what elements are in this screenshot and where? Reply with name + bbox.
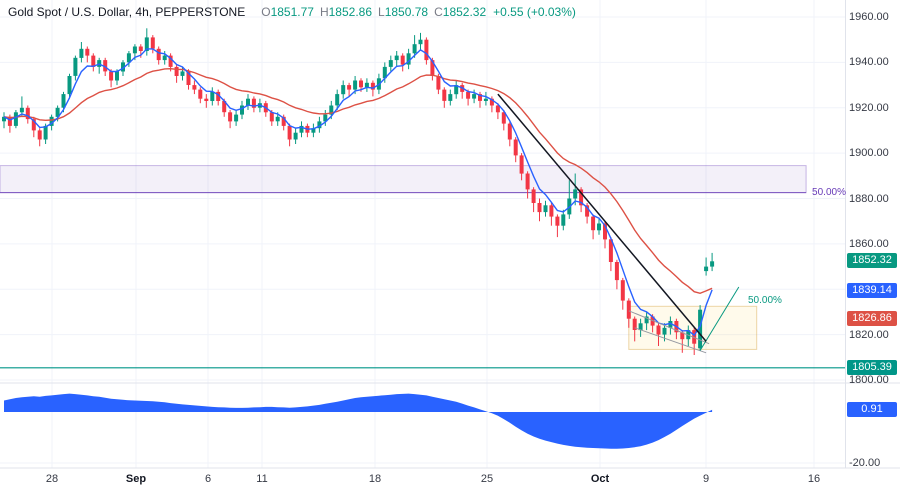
chart-legend: Gold Spot / U.S. Dollar, 4h, PEPPERSTONE… <box>8 5 576 19</box>
high-label: H <box>319 5 329 19</box>
symbol-title[interactable]: Gold Spot / U.S. Dollar, 4h, PEPPERSTONE <box>8 5 246 19</box>
high-value: 1852.86 <box>328 5 373 19</box>
low-value: 1850.78 <box>384 5 429 19</box>
change-value: +0.55 (+0.03%) <box>493 5 576 19</box>
open-label: O <box>261 5 271 19</box>
time-axis[interactable] <box>0 468 900 488</box>
low-label: L <box>378 5 385 19</box>
close-value: 1852.32 <box>442 5 487 19</box>
close-label: C <box>434 5 443 19</box>
price-axis[interactable] <box>845 0 900 468</box>
open-value: 1851.77 <box>270 5 314 19</box>
